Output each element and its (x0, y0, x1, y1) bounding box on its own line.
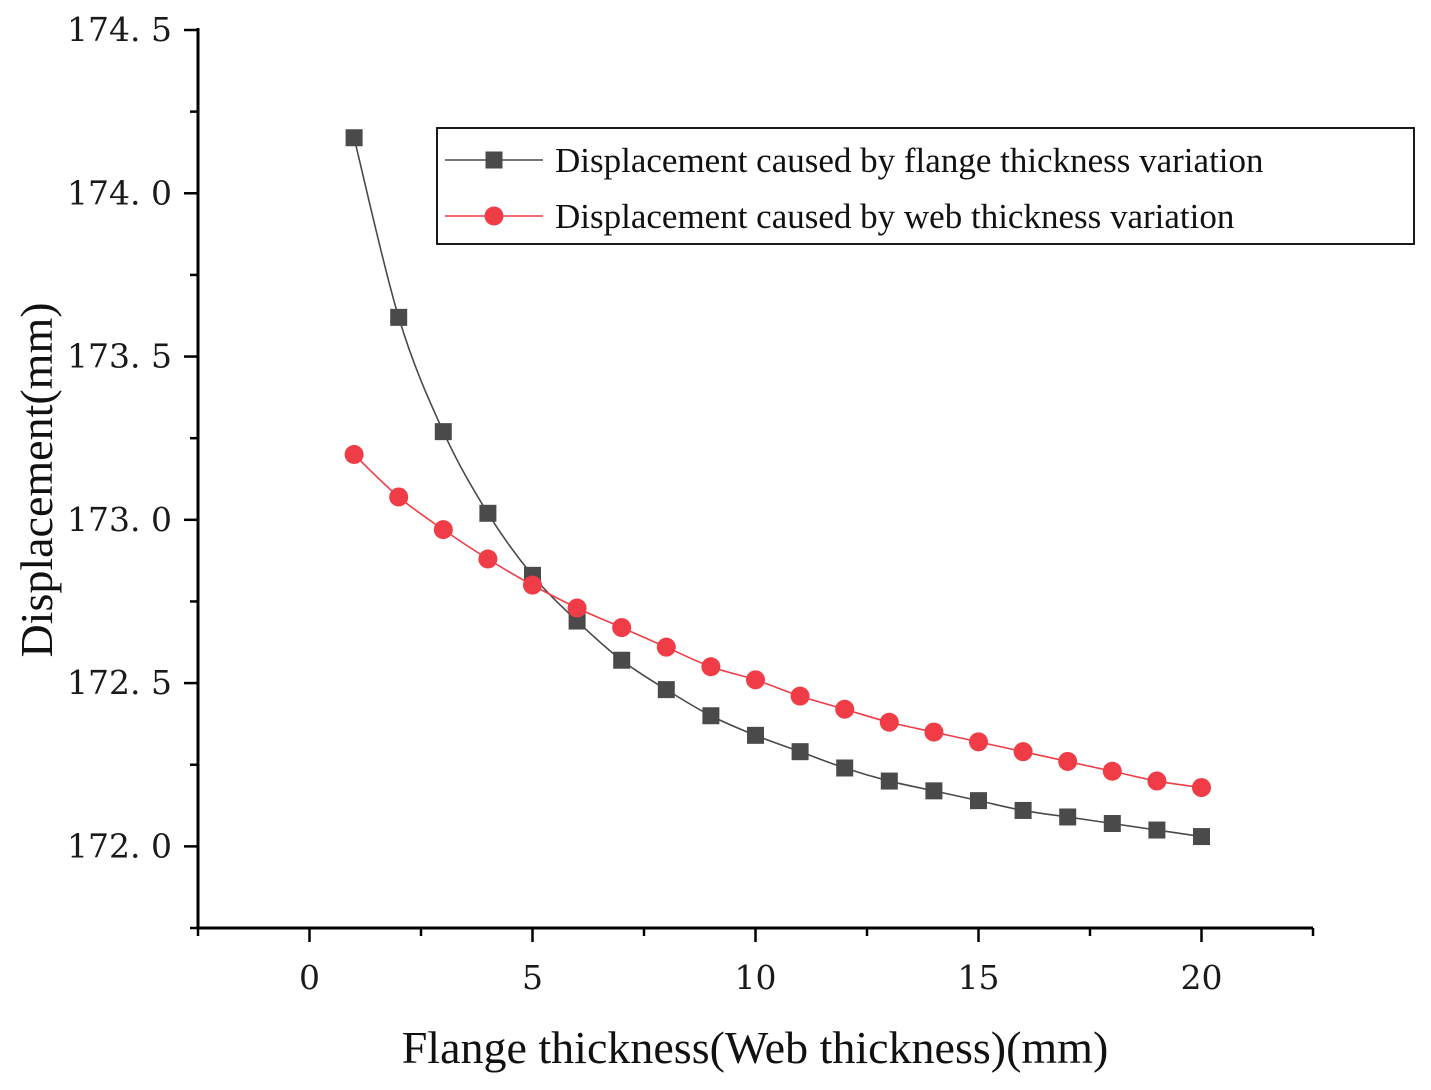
data-point (1148, 821, 1166, 839)
y-tick-label: 172. 0 (67, 826, 172, 865)
data-point (925, 782, 943, 800)
data-point (790, 686, 810, 706)
data-point (433, 520, 453, 540)
data-point (746, 670, 765, 690)
data-point (434, 423, 452, 441)
data-point (657, 681, 675, 699)
data-point (880, 772, 898, 790)
series-layer (344, 129, 1211, 846)
data-point (1103, 815, 1121, 833)
data-point (1147, 771, 1167, 791)
data-point (1059, 808, 1077, 826)
data-point (389, 487, 409, 507)
x-tick-label: 20 (1181, 958, 1223, 997)
axes: 172. 0 172. 5 173. 0 173. 5 174. 0 174. 5 0 5 10… (67, 10, 1315, 997)
data-point (924, 722, 944, 742)
data-point (702, 707, 720, 725)
data-point (390, 308, 408, 326)
legend-marker (484, 206, 504, 226)
x-tick-label: 10 (735, 958, 777, 997)
x-tick-label: 5 (522, 958, 543, 997)
data-point (612, 618, 632, 638)
y-tick-label: 174. 5 (67, 10, 172, 49)
data-point (969, 732, 988, 752)
data-point (1192, 778, 1211, 798)
x-tick-label: 15 (958, 958, 1000, 997)
data-point (791, 743, 809, 761)
y-axis-title: Displacement(mm) (11, 302, 62, 657)
y-tick-label: 172. 5 (67, 663, 172, 702)
data-point (879, 712, 899, 732)
y-tick-label: 173. 0 (67, 500, 172, 539)
data-point (523, 575, 542, 595)
y-tick-label: 173. 5 (67, 337, 172, 376)
data-point (613, 651, 631, 669)
data-point (1102, 761, 1122, 781)
data-point (478, 549, 498, 569)
legend-box (436, 127, 1415, 245)
legend-label: Displacement caused by flange thickness … (555, 141, 1264, 180)
data-point (836, 759, 854, 777)
data-point (567, 598, 587, 618)
data-point (656, 637, 676, 657)
data-point (1058, 751, 1078, 771)
data-point (344, 445, 364, 465)
data-point (1014, 801, 1032, 819)
data-point (701, 657, 721, 677)
data-point (970, 792, 987, 810)
y-tick-label: 174. 0 (67, 173, 172, 212)
series-1 (345, 129, 1210, 846)
data-point (479, 504, 497, 522)
data-point (1193, 828, 1210, 846)
data-point (568, 612, 586, 630)
data-point (835, 699, 855, 719)
data-point (345, 129, 363, 147)
legend: Displacement caused by flange thickness … (436, 127, 1415, 245)
x-tick-label: 0 (299, 958, 320, 997)
legend-label: Displacement caused by web thickness var… (555, 197, 1234, 236)
data-point (1013, 742, 1033, 762)
legend-marker (485, 151, 503, 169)
series-2 (344, 445, 1211, 798)
data-point (747, 726, 764, 744)
x-axis-title: Flange thickness(Web thickness)(mm) (402, 1022, 1109, 1073)
